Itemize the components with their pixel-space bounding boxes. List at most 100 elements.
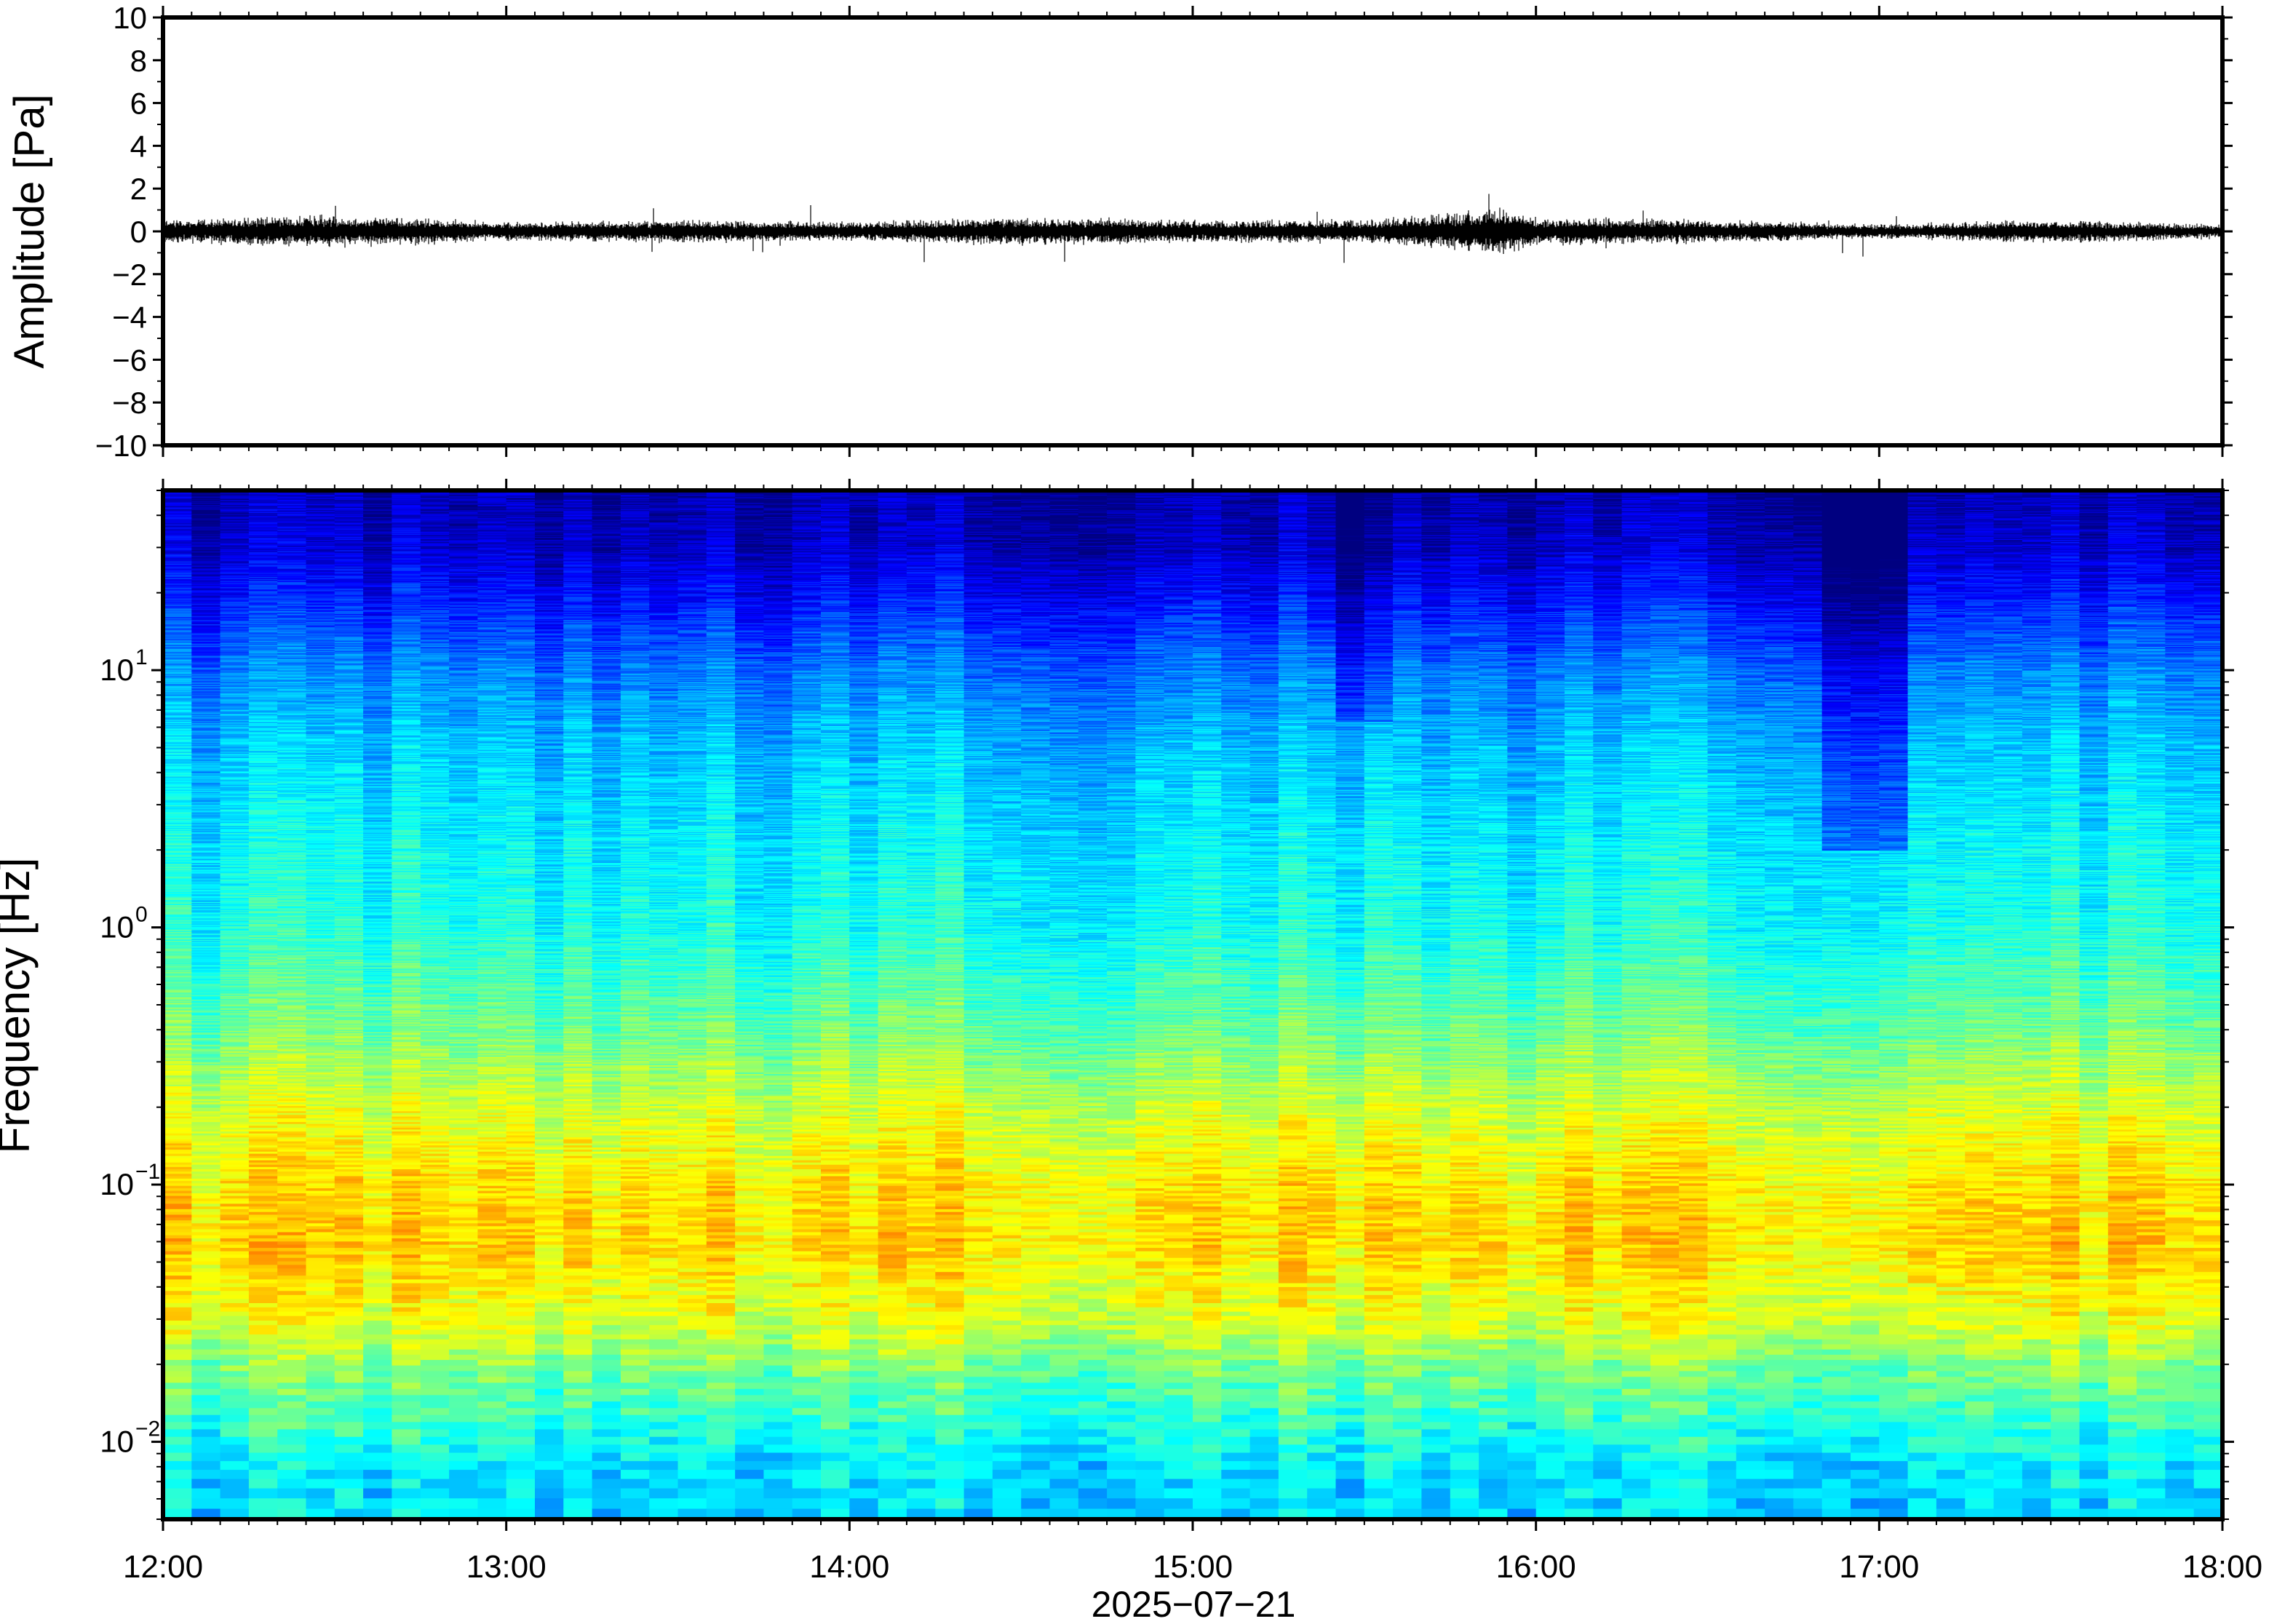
spectrogram-cell [191,1272,220,1276]
spectrogram-cell [163,1414,192,1422]
spectrogram-cell [249,1232,278,1235]
spectrogram-cell [191,1291,220,1295]
spectrogram-cell [220,1311,250,1316]
spectrogram-cell [220,1315,250,1321]
waveform-y-tick-label: −8 [112,386,147,420]
spectrogram-cell [163,1365,192,1371]
spectrogram-cell [249,1329,278,1334]
spectrogram-cell [249,1429,278,1437]
spectrogram-cell [191,1339,220,1344]
spectrogram-cell [249,1203,278,1206]
spectrogram-cell [220,1452,250,1461]
spectrogram-cell [220,1254,250,1258]
spectrogram-cell [220,1176,250,1179]
spectrogram-cell [220,1344,250,1350]
spectrogram-cell [220,1257,250,1261]
spectrogram-cell [163,1315,192,1321]
spectrogram-cell [249,1286,278,1291]
spectrogram-cell [249,1422,278,1430]
spectrogram-cell [191,1244,220,1248]
spectrogram-cell [220,1261,250,1265]
spectrogram-cell [163,1371,192,1377]
spectrogram-cell [191,1268,220,1273]
spectrogram-cell [249,1235,278,1238]
spectrogram-cell [249,1371,278,1377]
spectrogram-cell [249,1279,278,1283]
spectrogram-cell [163,1354,192,1360]
spectrogram-cell [220,1444,250,1453]
spectrogram-cell [249,1320,278,1325]
spectrogram-cell [163,1422,192,1430]
spectrogram-cell [220,1360,250,1366]
spectrogram-cell [191,1145,220,1147]
waveform-y-tick-label: −6 [112,343,147,377]
spectrogram-cell [220,1377,250,1383]
spectrogram-cell [220,1307,250,1312]
spectrogram-cell [220,1145,250,1147]
spectrogram-cell [163,1279,192,1283]
spectrogram-cell [220,1299,250,1303]
waveform-y-tick-label: 4 [130,129,147,163]
spectrogram-cell [191,1349,220,1355]
spectrogram-cell [249,1257,278,1261]
waveform-y-label: Amplitude [Pa] [6,94,53,368]
spectrogram-cell [191,1414,220,1422]
spectrogram-cell [163,1349,192,1355]
spectrogram-cell [220,1382,250,1389]
spectrogram-cell [220,1203,250,1206]
spectrogram-cell [220,1488,250,1498]
spectrogram-cell [191,1461,220,1470]
spectrogram-cell [220,1279,250,1283]
spectrogram-cell [163,1229,192,1233]
spectrogram-cell [220,1414,250,1422]
spectrogram-cell [163,1325,192,1330]
spectrogram-cell [191,1377,220,1383]
spectrogram-cell [249,1334,278,1340]
spectrogram-cell [163,1488,192,1498]
spectrogram-cell [163,1217,192,1221]
spectrogram-cell [163,1408,192,1415]
spectrogram-cell [191,1193,220,1196]
spectrogram-cell [220,1470,250,1479]
spectrogram-cell [249,1251,278,1254]
spectrogram-cell [249,1248,278,1251]
spectrogram-cell [249,1478,278,1489]
spectrogram-cell [220,1408,250,1415]
spectrogram-cell [163,1461,192,1470]
spectrogram-cell [249,1241,278,1245]
spectrogram-cell [191,1203,220,1206]
spectrogram-cell [249,1294,278,1299]
spectrogram-cell [191,1232,220,1235]
spectrogram-cell [191,1488,220,1498]
spectrogram-cell [220,1286,250,1291]
spectrogram-cell [191,1248,220,1251]
spectrogram-cell [163,1401,192,1409]
spectrogram-cell [163,1302,192,1307]
spectrogram-cell [249,1344,278,1350]
spectrogram-cell [191,1201,220,1203]
spectrogram-cell [163,1261,192,1265]
spectrogram-cell [220,1217,250,1221]
spectrogram-cell [191,1365,220,1371]
spectrogram-cell [191,1325,220,1330]
spectrogram-cell [220,1201,250,1203]
spectrogram-cell [163,1429,192,1437]
spectrogram-cell [220,1395,250,1401]
spectrogram-cell [220,1268,250,1273]
spectrogram-cell [163,1220,192,1224]
spectrogram-cell [163,1388,192,1395]
spectrogram-cell [249,1291,278,1295]
spectrogram-cell [249,1401,278,1409]
spectrogram-cell [249,1302,278,1307]
spectrogram-cell [220,1241,250,1245]
spectrogram-cell [163,1235,192,1238]
spectrogram-cell [249,1211,278,1214]
spectrogram-cell [220,1371,250,1377]
spectrogram-cell [191,1190,220,1193]
spectrogram-cell [249,1220,278,1224]
spectrogram-cell [163,1436,192,1444]
spectrogram-cell [163,1382,192,1389]
spectrogram-cell [191,1422,220,1430]
spectrogram-cell [191,1334,220,1340]
spectrogram-cell [163,1257,192,1261]
